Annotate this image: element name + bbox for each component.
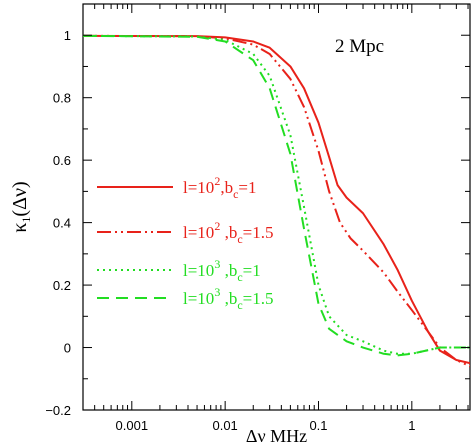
y-axis-label-main: κ [9, 223, 31, 233]
y-tick-label: 0 [64, 341, 71, 356]
y-axis-label-rest: (Δν) [9, 181, 31, 216]
legend: l=102,bc=1 l=102 ,bc=1.5 l=103 ,bc=1l=103 … [97, 174, 273, 312]
legend-label-3: l=103 ,bc=1 [183, 257, 261, 284]
legend-label-2: l=102 ,bc=1.5 [183, 219, 273, 246]
y-tick-label: −0.2 [45, 403, 71, 418]
series-line-4 [83, 34, 470, 357]
series-line-3 [83, 34, 470, 355]
series-line-1 [83, 34, 470, 365]
legend-label-4: l=103 ,bc=1.5 [183, 285, 273, 312]
y-tick-label: 0.8 [53, 91, 71, 106]
x-tick-label: 0.01 [212, 418, 237, 433]
x-tick-label: 1 [408, 418, 415, 433]
series-line-2 [83, 34, 470, 368]
plot-area [82, 3, 471, 411]
chart-annotation: 2 Mpc [335, 36, 384, 57]
axis-ticks: 0.001 0.01 0.1 1 −0.2 0 0.2 0.4 0.6 0.8 1 [45, 3, 470, 433]
y-axis-label-sub: 1 [19, 217, 33, 223]
legend-label-1: l=102,bc=1 [183, 174, 256, 201]
plot-frame [82, 3, 471, 411]
y-tick-label: 1 [64, 28, 71, 43]
y-tick-label: 0.2 [53, 278, 71, 293]
x-axis-label: Δν MHz [246, 426, 307, 445]
y-tick-label: 0.6 [53, 153, 71, 168]
y-tick-label: 0.4 [53, 216, 71, 231]
y-axis-label: κ1(Δν) [9, 181, 33, 232]
x-tick-label: 0.001 [116, 418, 149, 433]
x-tick-label: 0.1 [309, 418, 327, 433]
